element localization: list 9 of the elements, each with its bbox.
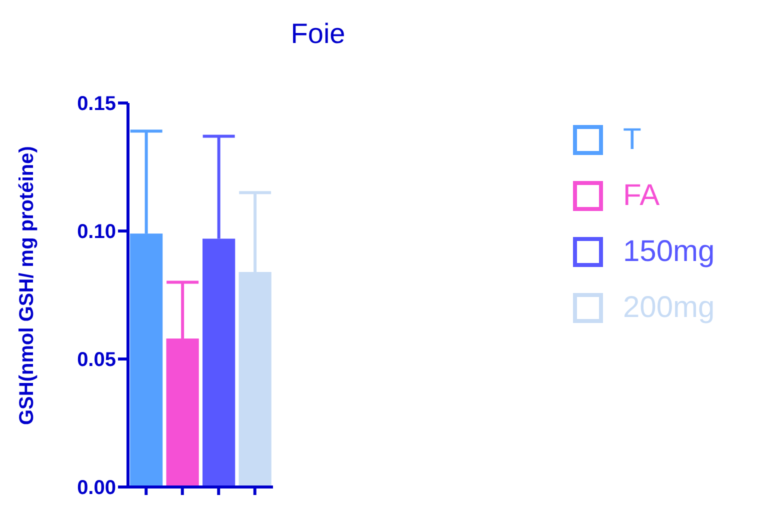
y-tick-label: 0.15 [77,93,116,116]
chart-title: Foie [290,18,346,50]
y-tick-label: 0.05 [77,349,116,372]
y-tick-label: 0.00 [77,477,116,500]
legend-label: T [623,123,642,157]
y-axis-title: GSH(nmol GSH/ mg protéine) [16,146,38,425]
legend-label: FA [623,179,660,213]
y-tick-label: 0.10 [77,221,116,244]
legend-label: 150mg [623,235,715,269]
